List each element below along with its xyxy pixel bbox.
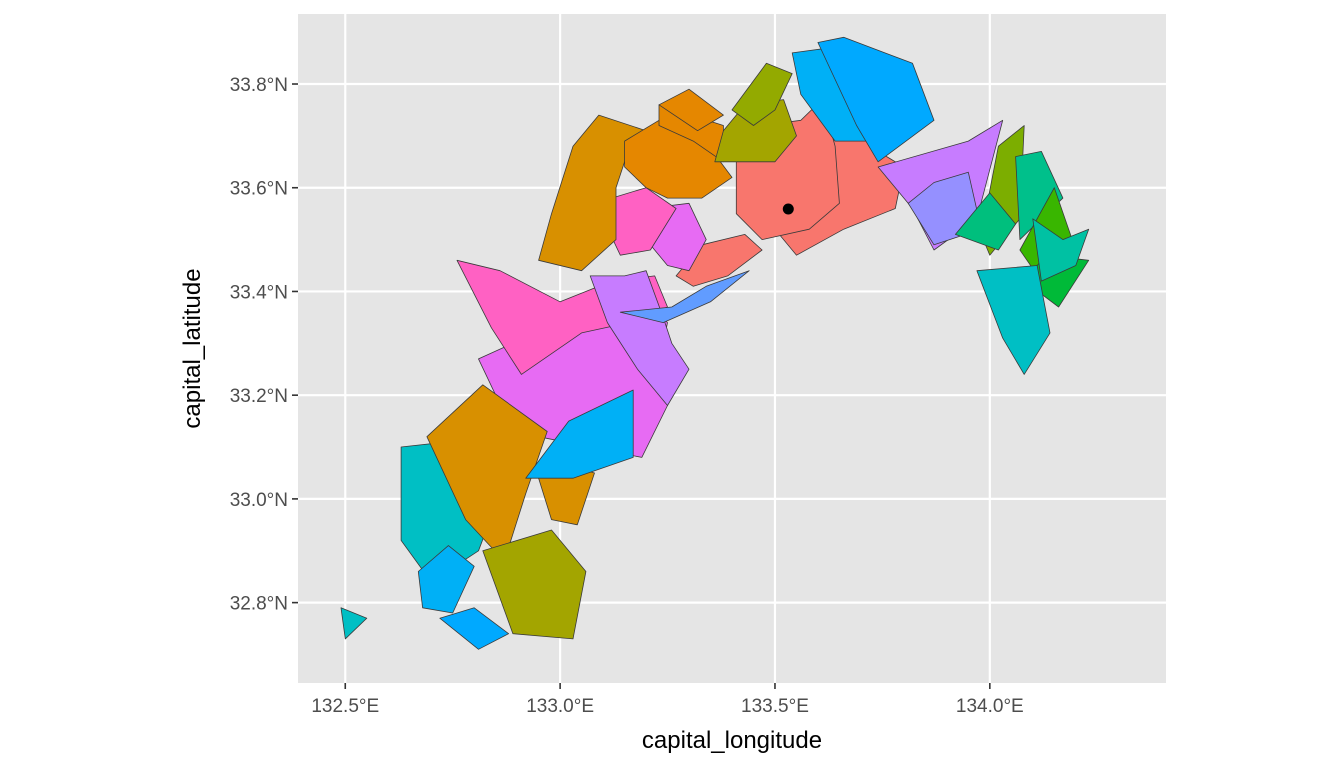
region-5 [675,233,763,287]
x-tick-label-2: 133.5°E [741,696,809,717]
y-tick-label-0: 32.8°N [230,594,288,615]
x-tick-label-0: 132.5°E [311,696,379,717]
capital-point-0 [782,203,794,215]
y-tick-label-1: 33.0°N [230,490,288,511]
region-27 [417,545,475,614]
region-19 [955,192,1016,251]
region-20 [1015,150,1064,241]
region-11 [658,88,724,132]
y-tick-label-5: 33.8°N [230,75,288,96]
map-regions [340,36,1090,650]
y-tick-label-2: 33.2°N [230,386,288,407]
y-tick-label-3: 33.4°N [230,282,288,303]
region-4 [589,270,690,406]
region-12 [714,99,797,163]
region-8 [538,114,647,272]
x-axis-ticks: 132.5°E 133.0°E 133.5°E 134.0°E [311,683,1024,717]
region-29 [482,529,587,640]
region-13 [731,62,793,126]
region-15 [817,36,935,163]
x-tick-label-3: 134.0°E [956,696,1024,717]
y-axis-ticks: 32.8°N 33.0°N 33.2°N 33.4°N 33.6°N 33.8°N [230,75,298,615]
capital-points [782,203,794,215]
x-tick-label-1: 133.0°E [526,696,594,717]
region-32 [619,270,750,324]
y-axis-title: capital_latitude [179,268,206,428]
region-24 [1032,218,1090,282]
region-33 [340,607,368,640]
region-23 [976,265,1051,375]
y-tick-label-4: 33.6°N [230,179,288,200]
region-28 [439,607,510,650]
x-axis-title: capital_longitude [642,727,822,754]
region-26 [426,384,548,562]
region-31 [525,389,634,479]
